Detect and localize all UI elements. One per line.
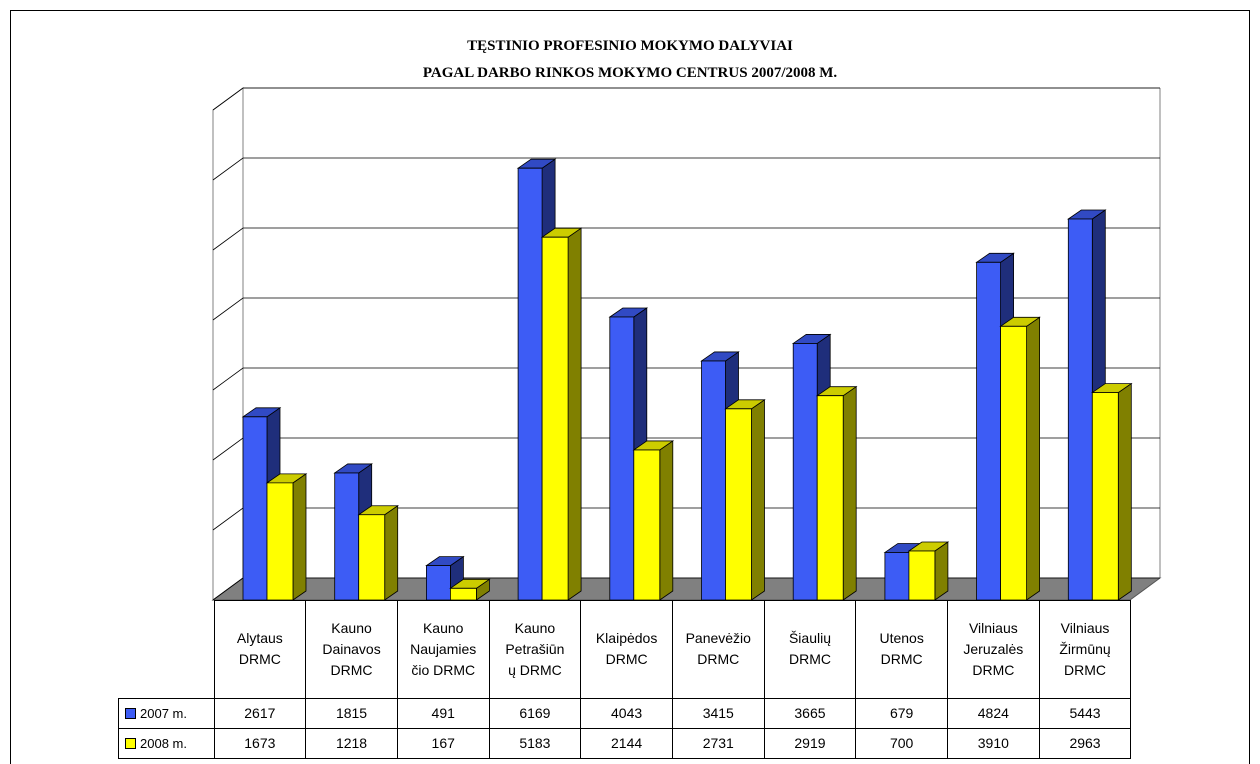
table-value: 5183: [488, 727, 582, 759]
bar-face: [884, 552, 910, 601]
bar: [357, 504, 399, 601]
category-label: Panevėžio DRMC: [671, 600, 765, 699]
bar-face: [659, 440, 674, 601]
bar: [907, 541, 950, 601]
table-value: 2919: [763, 727, 857, 759]
bar: [724, 399, 766, 601]
bar: [1091, 382, 1133, 601]
bar-face: [609, 316, 635, 601]
bar-face: [633, 449, 661, 601]
bar-face: [358, 514, 386, 601]
bar: [540, 227, 583, 601]
bar-face: [792, 343, 818, 601]
table-value: 491: [396, 697, 490, 729]
bar: [999, 316, 1041, 601]
bar-face: [242, 416, 268, 601]
table-value: 2144: [580, 727, 673, 759]
table-value: 679: [855, 697, 948, 729]
grid-line: [212, 367, 1160, 391]
table-value: 700: [855, 727, 948, 759]
bar-face: [751, 399, 765, 601]
legend-swatch: [125, 707, 136, 719]
bar-face: [334, 472, 360, 601]
data-table: Alytaus DRMC Kauno Dainavos DRMC Kauno Nau…: [118, 600, 1132, 759]
bar-face: [425, 565, 451, 601]
category-label: Kauno Dainavos DRMC: [305, 600, 398, 699]
bar-face: [1067, 218, 1093, 601]
bar-face: [1091, 392, 1119, 601]
grid-line: [212, 227, 1160, 251]
bar: [815, 385, 858, 601]
bar-face: [816, 395, 844, 601]
table-row: 2007 m. 2617 1815 491 6169 4043 3415 3665 679 482…: [118, 697, 1132, 729]
category-label: Šiaulių DRMC: [763, 600, 857, 699]
category-label: Alytaus DRMC: [213, 600, 307, 699]
table-value: 1218: [305, 727, 398, 759]
grid-line: [212, 297, 1160, 321]
bar-face: [725, 408, 752, 601]
table-value: 2617: [213, 697, 307, 729]
bar-face: [449, 587, 477, 601]
bar-face: [541, 236, 569, 601]
legend-label: 2007 m.: [140, 705, 187, 721]
bar-face: [384, 504, 399, 601]
category-label: Kauno Naujamies čio DRMC: [396, 600, 490, 699]
table-value: 4043: [580, 697, 673, 729]
category-label: Vilniaus Žirmūnų DRMC: [1038, 600, 1132, 699]
bar-face: [1026, 316, 1040, 601]
bar-face: [908, 550, 936, 601]
table-row: 2008 m. 1673 1218 167 5183 2144 2731 2919 700 391…: [118, 727, 1132, 759]
category-label: Utenos DRMC: [855, 600, 948, 699]
table-value: 2963: [1038, 727, 1132, 759]
chart-title: TĘSTINIO PROFESINIO MOKYMO DALYVIAI: [467, 38, 793, 54]
bar: [265, 473, 308, 601]
bar-face: [842, 385, 857, 601]
legend-swatch: [125, 737, 136, 749]
table-corner: [119, 601, 215, 699]
table-value: 6169: [488, 697, 582, 729]
category-label: Vilniaus Jeruzalės DRMC: [947, 600, 1040, 699]
bar: [449, 578, 491, 601]
bar-face: [1000, 325, 1027, 601]
legend-entry: 2008 m.: [118, 727, 215, 759]
bar-face: [934, 541, 949, 601]
table-value: 2731: [671, 727, 765, 759]
bar: [632, 440, 675, 601]
bar-face: [701, 360, 726, 601]
bar-face: [976, 261, 1001, 601]
table-value: 1815: [305, 697, 398, 729]
legend-label: 2008 m.: [140, 735, 187, 751]
table-value: 3415: [671, 697, 765, 729]
table-value: 167: [396, 727, 490, 759]
chart-border: [10, 10, 1250, 764]
table-row: Alytaus DRMC Kauno Dainavos DRMC Kauno Nau…: [119, 600, 1132, 699]
table-value: 5443: [1038, 697, 1132, 729]
category-label: Kauno Petrašiūn ų DRMC: [488, 600, 582, 699]
table-value: 4824: [947, 697, 1040, 729]
grid-line: [212, 87, 1160, 111]
bar-face: [266, 482, 294, 601]
bar-face: [292, 473, 307, 601]
table-value: 1673: [213, 727, 307, 759]
legend-entry: 2007 m.: [118, 697, 215, 729]
bar-face: [517, 167, 543, 601]
category-label: Klaipėdos DRMC: [580, 600, 673, 699]
side-wall: [212, 87, 244, 601]
table-value: 3665: [763, 697, 857, 729]
chart-subtitle: PAGAL DARBO RINKOS MOKYMO CENTRUS 2007/2…: [423, 65, 838, 81]
bar-face: [567, 227, 582, 601]
table-value: 3910: [947, 727, 1040, 759]
grid-line: [212, 157, 1160, 181]
bar-face: [1117, 382, 1132, 601]
